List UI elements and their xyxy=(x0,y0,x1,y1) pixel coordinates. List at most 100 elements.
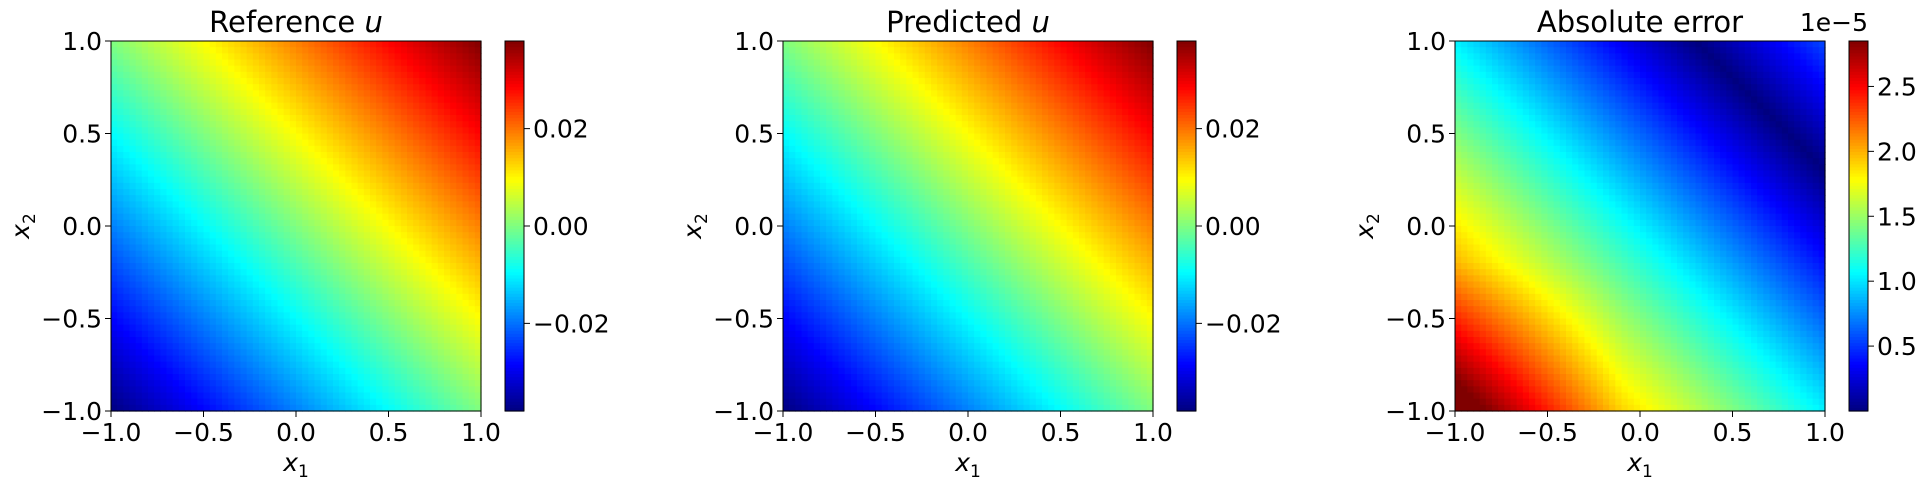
heatmap-cell xyxy=(869,281,877,289)
heatmap-cell xyxy=(308,343,316,350)
heatmap-cell xyxy=(314,398,322,406)
heatmap-cell xyxy=(407,367,414,375)
heatmap-cell xyxy=(197,250,205,258)
heatmap-cell xyxy=(320,355,328,363)
heatmap-cell xyxy=(185,330,192,338)
heatmap-cell xyxy=(320,47,328,54)
heatmap-cell xyxy=(900,367,907,375)
heatmap-cell xyxy=(450,47,457,54)
heatmap-cell xyxy=(388,263,396,270)
heatmap-cell xyxy=(135,386,143,394)
heatmap-cell xyxy=(813,47,821,54)
heatmap-cell xyxy=(351,287,359,295)
heatmap-cell xyxy=(900,65,907,73)
heatmap-cell xyxy=(111,374,118,381)
heatmap-cell xyxy=(431,127,439,135)
heatmap-cell xyxy=(363,127,371,135)
heatmap-cell xyxy=(795,392,803,400)
heatmap-cell xyxy=(887,102,895,110)
heatmap-cell xyxy=(277,337,285,344)
heatmap-cell xyxy=(117,164,124,172)
heatmap-cell xyxy=(203,324,211,332)
heatmap-cell xyxy=(887,96,895,104)
heatmap-cell xyxy=(185,306,192,313)
heatmap-cell xyxy=(191,256,198,264)
heatmap-cell xyxy=(252,256,260,264)
heatmap-cell xyxy=(289,355,297,363)
heatmap-cell xyxy=(178,71,186,79)
heatmap-cell xyxy=(271,170,279,178)
heatmap-cell xyxy=(314,287,322,295)
heatmap-cell xyxy=(857,300,864,307)
heatmap-cell xyxy=(265,170,272,178)
heatmap-cell xyxy=(234,115,242,122)
heatmap-cell xyxy=(296,96,303,104)
heatmap-cell xyxy=(228,158,235,165)
heatmap-cell xyxy=(191,404,198,412)
heatmap-cell xyxy=(215,269,223,276)
heatmap-cell xyxy=(413,133,420,141)
heatmap-cell xyxy=(141,380,149,387)
heatmap-cell xyxy=(881,145,889,153)
heatmap-cell xyxy=(838,349,846,357)
heatmap-cell xyxy=(191,355,198,363)
heatmap-cell xyxy=(357,102,365,110)
heatmap-cell xyxy=(228,250,235,258)
heatmap-cell xyxy=(209,238,217,246)
heatmap-cell xyxy=(875,102,883,110)
heatmap-cell xyxy=(320,306,328,313)
heatmap-cell xyxy=(209,300,217,307)
heatmap-cell xyxy=(431,201,439,209)
heatmap-cell xyxy=(185,59,192,67)
heatmap-cell xyxy=(813,145,821,153)
heatmap-cell xyxy=(197,374,205,381)
heatmap-cell xyxy=(357,392,365,400)
heatmap-cell xyxy=(357,207,365,215)
heatmap-cell xyxy=(807,102,815,110)
heatmap-cell xyxy=(857,78,864,85)
heatmap-cell xyxy=(813,355,821,363)
heatmap-cell xyxy=(388,398,396,406)
heatmap-cell xyxy=(887,90,895,98)
heatmap-cell xyxy=(388,312,396,320)
heatmap-cell xyxy=(191,195,198,202)
heatmap-cell xyxy=(881,102,889,110)
heatmap-cell xyxy=(172,269,180,276)
heatmap-cell xyxy=(783,238,790,246)
heatmap-cell xyxy=(462,374,470,381)
heatmap-cell xyxy=(160,269,168,276)
heatmap-cell xyxy=(252,398,260,406)
heatmap-cell xyxy=(789,324,796,332)
heatmap-cell xyxy=(111,59,118,67)
heatmap-cell xyxy=(141,59,149,67)
heatmap-cell xyxy=(277,182,285,190)
heatmap-cell xyxy=(246,269,254,276)
heatmap-cell xyxy=(382,281,390,289)
heatmap-cell xyxy=(863,380,870,387)
heatmap-cell xyxy=(277,219,285,227)
heatmap-cell xyxy=(382,170,390,178)
heatmap-cell xyxy=(215,392,223,400)
heatmap-cell xyxy=(813,71,821,79)
heatmap-cell xyxy=(203,226,211,233)
heatmap-cell xyxy=(431,59,439,67)
colorbar-segment xyxy=(505,241,524,246)
heatmap-cell xyxy=(820,232,827,239)
heatmap-cell xyxy=(296,201,303,209)
heatmap-cell xyxy=(813,53,821,61)
heatmap-cell xyxy=(277,367,285,375)
heatmap-cell xyxy=(326,121,334,128)
heatmap-cell xyxy=(320,152,328,159)
heatmap-cell xyxy=(813,398,821,406)
heatmap-cell xyxy=(141,127,149,135)
heatmap-cell xyxy=(314,380,322,387)
heatmap-cell xyxy=(209,71,217,79)
heatmap-cell xyxy=(135,182,143,190)
heatmap-cell xyxy=(388,47,396,54)
heatmap-cell xyxy=(148,102,155,110)
heatmap-cell xyxy=(826,343,833,350)
heatmap-cell xyxy=(326,41,334,48)
heatmap-cell xyxy=(283,65,291,73)
heatmap-cell xyxy=(351,164,359,172)
heatmap-cell xyxy=(900,108,907,116)
